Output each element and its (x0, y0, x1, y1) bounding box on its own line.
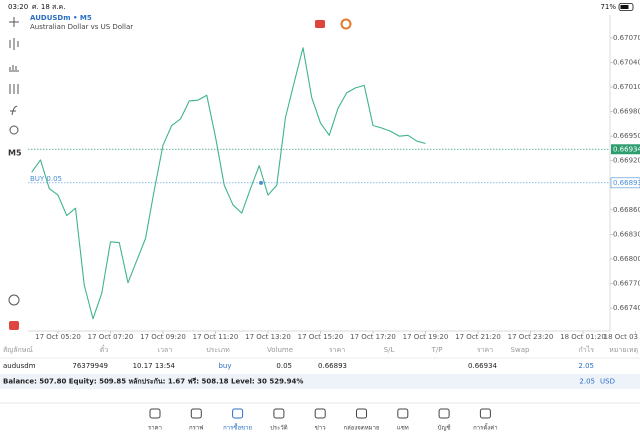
battery-icon (618, 3, 634, 11)
y-tick-label: 0.67070 (613, 34, 640, 42)
last-price-label: 0.66934 (613, 145, 640, 153)
nav-label[interactable]: ประวัติ (270, 425, 288, 432)
nav-icon[interactable] (479, 408, 491, 419)
column-header: T/P (431, 346, 443, 354)
trade-volume[interactable]: 0.05 (276, 362, 292, 370)
nav-icon[interactable] (149, 408, 161, 419)
indicators-tool[interactable] (9, 65, 19, 72)
nav-label[interactable]: กราฟ (189, 425, 203, 432)
column-header: สัญลักษณ์ (3, 346, 33, 354)
x-tick-label: 17 Oct 21:20 (455, 333, 501, 341)
order-entry (259, 180, 263, 185)
candles-tool[interactable] (9, 38, 19, 50)
order-price-box (610, 177, 640, 189)
column-header: Volume (267, 346, 293, 354)
flag-tool[interactable] (9, 321, 19, 330)
account-summary: Balance: 507.80 Equity: 509.85 หลักประกั… (3, 378, 303, 386)
y-tick-label: 0.66770 (613, 280, 640, 288)
y-tick-label: 0.66860 (613, 206, 640, 214)
nav-icon[interactable] (438, 408, 450, 419)
left-toolbar (8, 17, 20, 306)
status-time: 03:20 (8, 3, 28, 11)
nav-label[interactable]: แชท (397, 425, 409, 432)
x-tick-label: 17 Oct 19:20 (403, 333, 449, 341)
x-tick-label: 17 Oct 15:20 (298, 333, 344, 341)
function-tool[interactable] (10, 105, 18, 116)
column-header: ตั๋ว (100, 345, 109, 354)
column-header: เวลา (158, 346, 173, 354)
nav-label[interactable]: การซื้อขาย (223, 422, 252, 432)
column-header: Swap (511, 346, 530, 354)
gauge-tool[interactable] (8, 294, 20, 306)
nav-label[interactable]: บัญชี (438, 424, 451, 432)
x-tick-label: 17 Oct 23:20 (508, 333, 554, 341)
summary-bar (0, 374, 640, 389)
column-header: ราคา (477, 346, 493, 354)
nav-label[interactable]: ราคา (148, 425, 162, 432)
column-header: ราคา (329, 346, 345, 354)
symbol-description: Australian Dollar vs US Dollar (30, 23, 133, 31)
column-header: ประเภท (206, 346, 230, 354)
total-profit: 2.05 (579, 378, 595, 386)
y-tick-label: 0.66800 (613, 255, 640, 263)
column-header: S/L (384, 346, 395, 354)
x-tick-label: 17 Oct 11:20 (193, 333, 239, 341)
y-tick-label: 0.66740 (613, 304, 640, 312)
timeframe[interactable]: M5 (8, 149, 22, 158)
nav-icon[interactable] (273, 408, 285, 419)
x-tick-label: 17 Oct 07:20 (88, 333, 134, 341)
objects-tool[interactable] (9, 125, 19, 135)
x-tick-label: 17 Oct 17:20 (350, 333, 396, 341)
nav-icon[interactable] (314, 408, 326, 419)
nav-label[interactable]: ข่าว (315, 425, 326, 432)
signal-icon[interactable] (340, 18, 352, 30)
nav-label[interactable]: กล่องจดหมาย (343, 425, 379, 432)
x-tick-label: 17 Oct 05:20 (35, 333, 81, 341)
y-tick-label: 0.66920 (613, 157, 640, 165)
nav-icon[interactable] (397, 408, 409, 419)
trade-profit[interactable]: 2.05 (578, 362, 594, 370)
flag-icon[interactable] (315, 20, 325, 28)
y-tick-label: 0.66980 (613, 108, 640, 116)
x-tick-label: 17 Oct 09:20 (140, 333, 186, 341)
x-tick-label: 18 Oct 03 (604, 333, 638, 341)
battery-fill (620, 5, 629, 9)
y-tick-label: 0.67010 (613, 83, 640, 91)
price-line (31, 47, 426, 320)
trade-type[interactable]: buy (218, 362, 231, 370)
trade-ticket[interactable]: 76379949 (72, 362, 108, 370)
status-date: ศ. 18 ส.ค. (32, 3, 65, 11)
x-tick-label: 17 Oct 13:20 (245, 333, 291, 341)
column-header: กำไร (579, 345, 595, 354)
settings-tool[interactable] (9, 84, 19, 94)
nav-icon[interactable] (232, 408, 244, 419)
battery-level: 71% (600, 3, 616, 11)
nav-label[interactable]: การตั้งค่า (473, 422, 497, 432)
y-tick-label: 0.67040 (613, 58, 640, 66)
trade-current-price[interactable]: 0.66934 (468, 362, 497, 370)
y-tick-label: 0.66830 (613, 230, 640, 238)
order-price-label: 0.66893 (613, 179, 640, 187)
x-tick-label: 18 Oct 01:20 (560, 333, 606, 341)
nav-icon[interactable] (190, 408, 202, 419)
symbol-title[interactable]: AUDUSDm • M5 (30, 14, 92, 22)
last-price-box (611, 144, 640, 155)
trade-time[interactable]: 10.17 13:54 (133, 362, 176, 370)
y-tick-label: 0.66950 (613, 132, 640, 140)
currency: USD (600, 378, 615, 386)
trade-open-price[interactable]: 0.66893 (318, 362, 347, 370)
trade-symbol[interactable]: audusdm (3, 362, 36, 370)
crosshair-tool[interactable] (9, 17, 19, 27)
nav-icon[interactable] (356, 408, 367, 419)
column-header: หมายเหตุ (609, 346, 638, 354)
